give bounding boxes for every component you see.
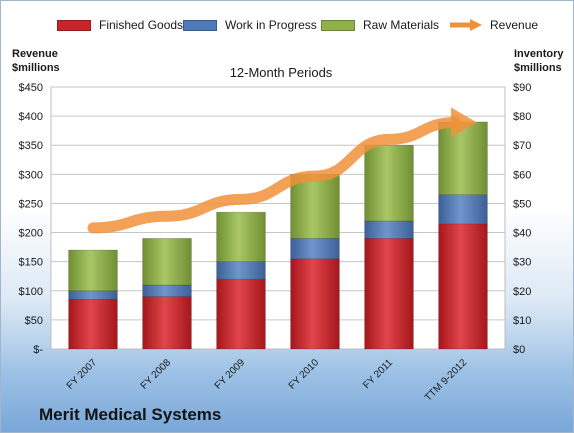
x-axis-tick-label: FY 2007 (65, 357, 100, 392)
bar-finished-goods (142, 296, 192, 350)
company-name: Merit Medical Systems (39, 405, 222, 424)
revenue-line (87, 117, 461, 234)
bar-work-in-progress (216, 261, 266, 280)
bar-finished-goods (438, 223, 488, 350)
bar-finished-goods (68, 299, 118, 350)
x-axis-tick-label: FY 2009 (213, 357, 248, 392)
left-axis-tick-label: $300 (19, 169, 43, 181)
left-axis-tick-label: $400 (19, 111, 43, 123)
right-axis-tick-label: $50 (513, 198, 531, 210)
bar-raw-materials (142, 238, 192, 286)
legend-work-in-progress: Work in Progress (183, 16, 317, 34)
bar-raw-materials (290, 174, 340, 239)
bar-raw-materials (216, 211, 266, 262)
right-axis-title-line1: Inventory (514, 48, 564, 60)
x-axis-tick-label: FY 2010 (287, 357, 322, 392)
left-axis-tick-label: $350 (19, 140, 43, 152)
bar-work-in-progress (68, 290, 118, 300)
legend-work-in-progress-label: Work in Progress (225, 18, 317, 32)
bar-work-in-progress (438, 194, 488, 225)
legend-revenue-label: Revenue (490, 18, 539, 32)
right-axis-tick-label: $40 (513, 228, 531, 240)
bar-raw-materials (364, 144, 414, 222)
left-axis-tick-label: $150 (19, 257, 43, 269)
right-axis-tick-label: $20 (513, 286, 531, 298)
left-axis-tick-label: $250 (19, 198, 43, 210)
right-axis-tick-label: $70 (513, 140, 531, 152)
left-axis-tick-label: $- (33, 344, 43, 356)
bar-finished-goods (364, 238, 414, 350)
legend-revenue: Revenue (448, 16, 538, 34)
bar-work-in-progress (142, 284, 192, 297)
revenue-arrowhead (451, 107, 477, 138)
bar-work-in-progress (364, 220, 414, 239)
left-axis-tick-label: $200 (19, 228, 43, 240)
legend-finished-goods: Finished Goods (57, 16, 183, 34)
bar-finished-goods (290, 258, 340, 350)
legend-revenue-arrow (450, 19, 482, 31)
right-axis-tick-label: $60 (513, 169, 531, 181)
bar-raw-materials (68, 249, 118, 292)
right-axis-title-line2: $millions (514, 62, 562, 74)
legend: Finished Goods Work in Progress Raw Mate… (1, 1, 573, 41)
x-axis-tick-label: FY 2011 (361, 357, 395, 391)
left-axis-title: Revenue $millions (12, 47, 60, 75)
left-axis-title-line2: $millions (12, 62, 60, 74)
right-axis-title: Inventory $millions (514, 47, 564, 75)
x-axis-tick-label: FY 2008 (139, 357, 174, 392)
bar-finished-goods (216, 278, 266, 350)
left-axis-title-line1: Revenue (12, 48, 58, 60)
legend-raw-materials-label: Raw Materials (363, 18, 440, 32)
legend-work-in-progress-swatch (183, 19, 217, 31)
right-axis-tick-label: $30 (513, 257, 531, 269)
right-axis-tick-label: $0 (513, 344, 525, 356)
bar-work-in-progress (290, 238, 340, 260)
bar-raw-materials (438, 121, 488, 196)
left-axis-tick-label: $50 (25, 315, 43, 327)
x-axis-tick-label: TTM 9-2012 (423, 357, 470, 404)
legend-raw-materials-swatch (321, 19, 355, 31)
right-axis-tick-label: $80 (513, 111, 531, 123)
left-axis-tick-label: $450 (19, 82, 43, 94)
legend-raw-materials: Raw Materials (321, 16, 439, 34)
right-axis-tick-label: $90 (513, 82, 531, 94)
legend-finished-goods-label: Finished Goods (99, 18, 184, 32)
right-axis-tick-label: $10 (513, 315, 531, 327)
legend-finished-goods-swatch (57, 19, 91, 31)
chart-title: 12-Month Periods (229, 65, 333, 80)
left-axis-tick-label: $100 (19, 286, 43, 298)
